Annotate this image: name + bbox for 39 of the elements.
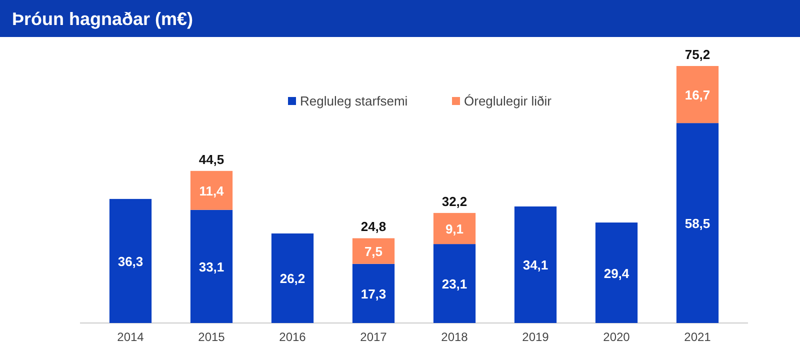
x-tick-label: 2018 — [441, 330, 468, 344]
data-label: 9,1 — [445, 222, 464, 237]
x-tick-label: 2015 — [198, 330, 226, 344]
total-label: 44,5 — [198, 152, 224, 167]
bar — [433, 212, 476, 244]
bar — [514, 206, 557, 323]
total-label: 75,2 — [684, 47, 710, 62]
data-label: 11,4 — [199, 183, 225, 198]
data-label: 17,3 — [360, 286, 386, 302]
x-tick-label: 2016 — [279, 330, 306, 344]
total-label: 32,2 — [442, 194, 468, 209]
data-label: 33,1 — [198, 259, 224, 274]
data-label: 7,5 — [364, 244, 383, 260]
data-label: 36,3 — [118, 254, 144, 269]
data-label: 58,5 — [684, 216, 710, 232]
data-label: 26,2 — [280, 271, 306, 286]
bar — [433, 244, 476, 323]
data-label: 34,1 — [522, 258, 548, 273]
chart-title: Þróun hagnaðar (m€) — [12, 9, 194, 29]
data-label: 23,1 — [442, 276, 468, 292]
x-tick-label: 2014 — [117, 330, 144, 344]
bar — [190, 210, 233, 323]
bar — [676, 123, 719, 323]
x-tick-label: 2020 — [603, 330, 630, 344]
x-tick-label: 2021 — [684, 330, 712, 344]
data-label: 29,4 — [604, 266, 630, 281]
legend-label: Regluleg starfsemi — [300, 94, 408, 108]
total-label: 24,8 — [360, 219, 386, 234]
data-label: 16,7 — [684, 88, 710, 103]
bar — [595, 222, 638, 323]
bar — [676, 66, 719, 124]
x-tick-label: 2019 — [522, 330, 550, 344]
bar — [109, 198, 152, 323]
legend-label: Óreglulegir liðir — [464, 94, 552, 108]
bar — [352, 238, 395, 264]
bar — [190, 170, 233, 210]
x-tick-label: 2017 — [360, 330, 388, 344]
bar — [271, 233, 314, 323]
bar — [352, 264, 395, 323]
